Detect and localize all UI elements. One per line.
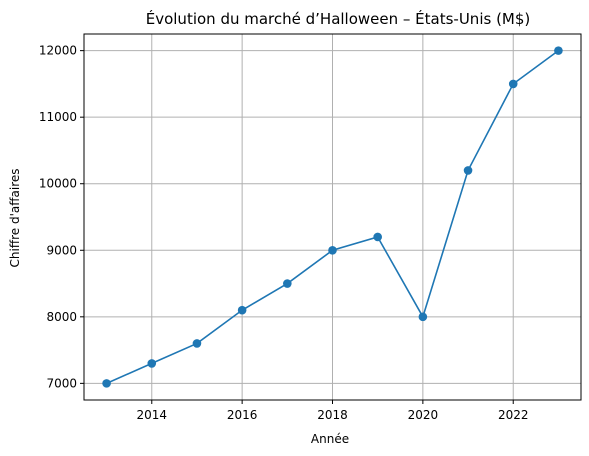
data-point: [283, 279, 292, 288]
x-tick-label: 2014: [136, 408, 167, 422]
data-point: [237, 305, 247, 315]
chart-title: Évolution du marché d’Halloween – États-…: [146, 9, 531, 28]
data-point: [147, 359, 157, 368]
series-group: [102, 46, 563, 388]
data-point: [463, 166, 473, 175]
data-point: [192, 339, 202, 348]
data-point: [373, 232, 382, 242]
y-tick-label: 9000: [46, 243, 77, 257]
data-point: [508, 79, 518, 89]
x-tick-label: 2020: [408, 408, 439, 422]
grid: [84, 34, 581, 400]
y-tick-label: 10000: [39, 177, 77, 191]
data-point: [102, 379, 111, 388]
x-tick-label: 2018: [317, 408, 348, 422]
y-tick-label: 8000: [46, 310, 77, 324]
y-tick-label: 7000: [46, 376, 77, 390]
y-tick-label: 11000: [39, 110, 77, 124]
x-axis: 2014 2016 2018 2020 2022: [136, 400, 529, 422]
x-tick-label: 2016: [227, 408, 258, 422]
data-point: [554, 46, 563, 55]
x-axis-label: Année: [311, 432, 349, 446]
data-point: [328, 245, 337, 255]
y-axis: 7000 8000 9000 10000 11000 12000: [39, 44, 84, 390]
y-axis-label: Chiffre d'affaires: [8, 169, 22, 268]
data-point: [418, 312, 428, 322]
x-tick-label: 2022: [498, 408, 529, 422]
y-tick-label: 12000: [39, 44, 77, 58]
